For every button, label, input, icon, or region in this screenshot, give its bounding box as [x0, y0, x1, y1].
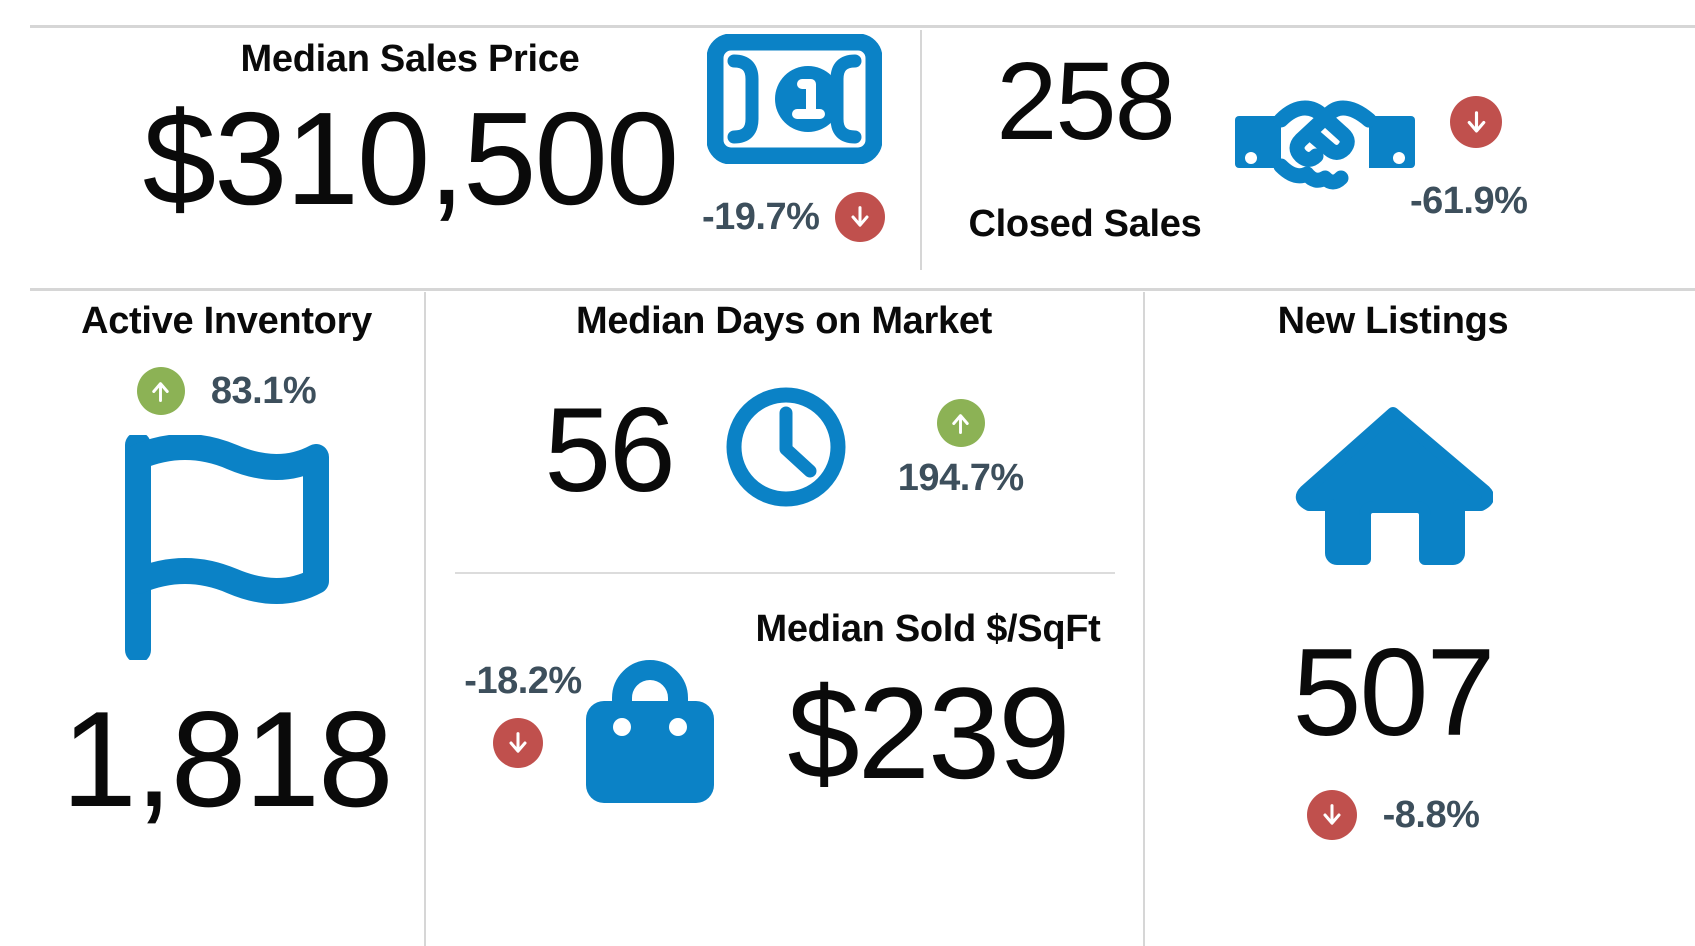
banknote-icon: [706, 33, 883, 169]
metric-card-median-sales-price[interactable]: Median Sales Price $310,500 -19.7%: [30, 28, 920, 268]
closed-sales-title: Closed Sales: [968, 203, 1202, 245]
handshake-icon: [1235, 86, 1415, 201]
metric-card-median-sold-per-sqft[interactable]: -18.2% Median Sold $/SqFt $239: [428, 580, 1140, 945]
shopping-bag-icon: [578, 643, 723, 813]
metric-card-new-listings[interactable]: New Listings 507 -8.8%: [1148, 295, 1695, 945]
median-sales-price-change: -19.7%: [702, 196, 820, 238]
median-sales-price-title: Median Sales Price: [240, 38, 580, 80]
top-vertical-divider: [920, 30, 922, 270]
clock-icon: [722, 383, 850, 516]
closed-sales-value: 258: [996, 40, 1176, 163]
median-sales-price-value: $310,500: [142, 85, 680, 232]
new-listings-delta: -8.8%: [1148, 790, 1638, 840]
left-column-divider: [424, 292, 426, 946]
arrow-up-icon: [136, 367, 185, 415]
new-listings-change: -8.8%: [1382, 793, 1480, 836]
metric-card-median-days-on-market[interactable]: Median Days on Market 56 194.7%: [428, 295, 1140, 580]
new-listings-title: New Listings: [1277, 300, 1509, 342]
active-inventory-change: 83.1%: [210, 369, 317, 412]
center-inner-divider: [455, 572, 1115, 574]
arrow-down-icon: [1450, 96, 1502, 148]
median-sold-per-sqft-change: -18.2%: [464, 660, 582, 702]
median-days-on-market-title: Median Days on Market: [575, 300, 993, 342]
middle-divider: [30, 288, 1695, 291]
median-days-on-market-change: 194.7%: [897, 457, 1024, 499]
median-days-on-market-row: 56 194.7%: [428, 383, 1140, 516]
median-days-on-market-delta: 194.7%: [898, 399, 1024, 500]
right-column-divider: [1143, 292, 1145, 946]
active-inventory-delta: 83.1%: [30, 367, 423, 415]
median-sold-per-sqft-value: $239: [787, 660, 1070, 806]
arrow-up-icon: [936, 399, 985, 447]
closed-sales-change: -61.9%: [1410, 180, 1528, 222]
metric-card-closed-sales[interactable]: 258 Closed Sales -61.9%: [925, 28, 1695, 268]
top-divider: [30, 25, 1695, 28]
active-inventory-title: Active Inventory: [81, 300, 372, 342]
median-sold-per-sqft-title: Median Sold $/SqFt: [755, 608, 1101, 650]
new-listings-value: 507: [1292, 624, 1496, 762]
active-inventory-value: 1,818: [61, 683, 393, 835]
arrow-down-icon: [493, 718, 543, 768]
arrow-down-icon: [835, 192, 885, 242]
flag-icon: [30, 435, 423, 660]
arrow-down-icon: [1306, 790, 1357, 840]
metric-card-active-inventory[interactable]: Active Inventory 83.1% 1,818: [30, 295, 423, 945]
house-icon: [1148, 405, 1638, 565]
median-days-on-market-value: 56: [544, 382, 675, 517]
